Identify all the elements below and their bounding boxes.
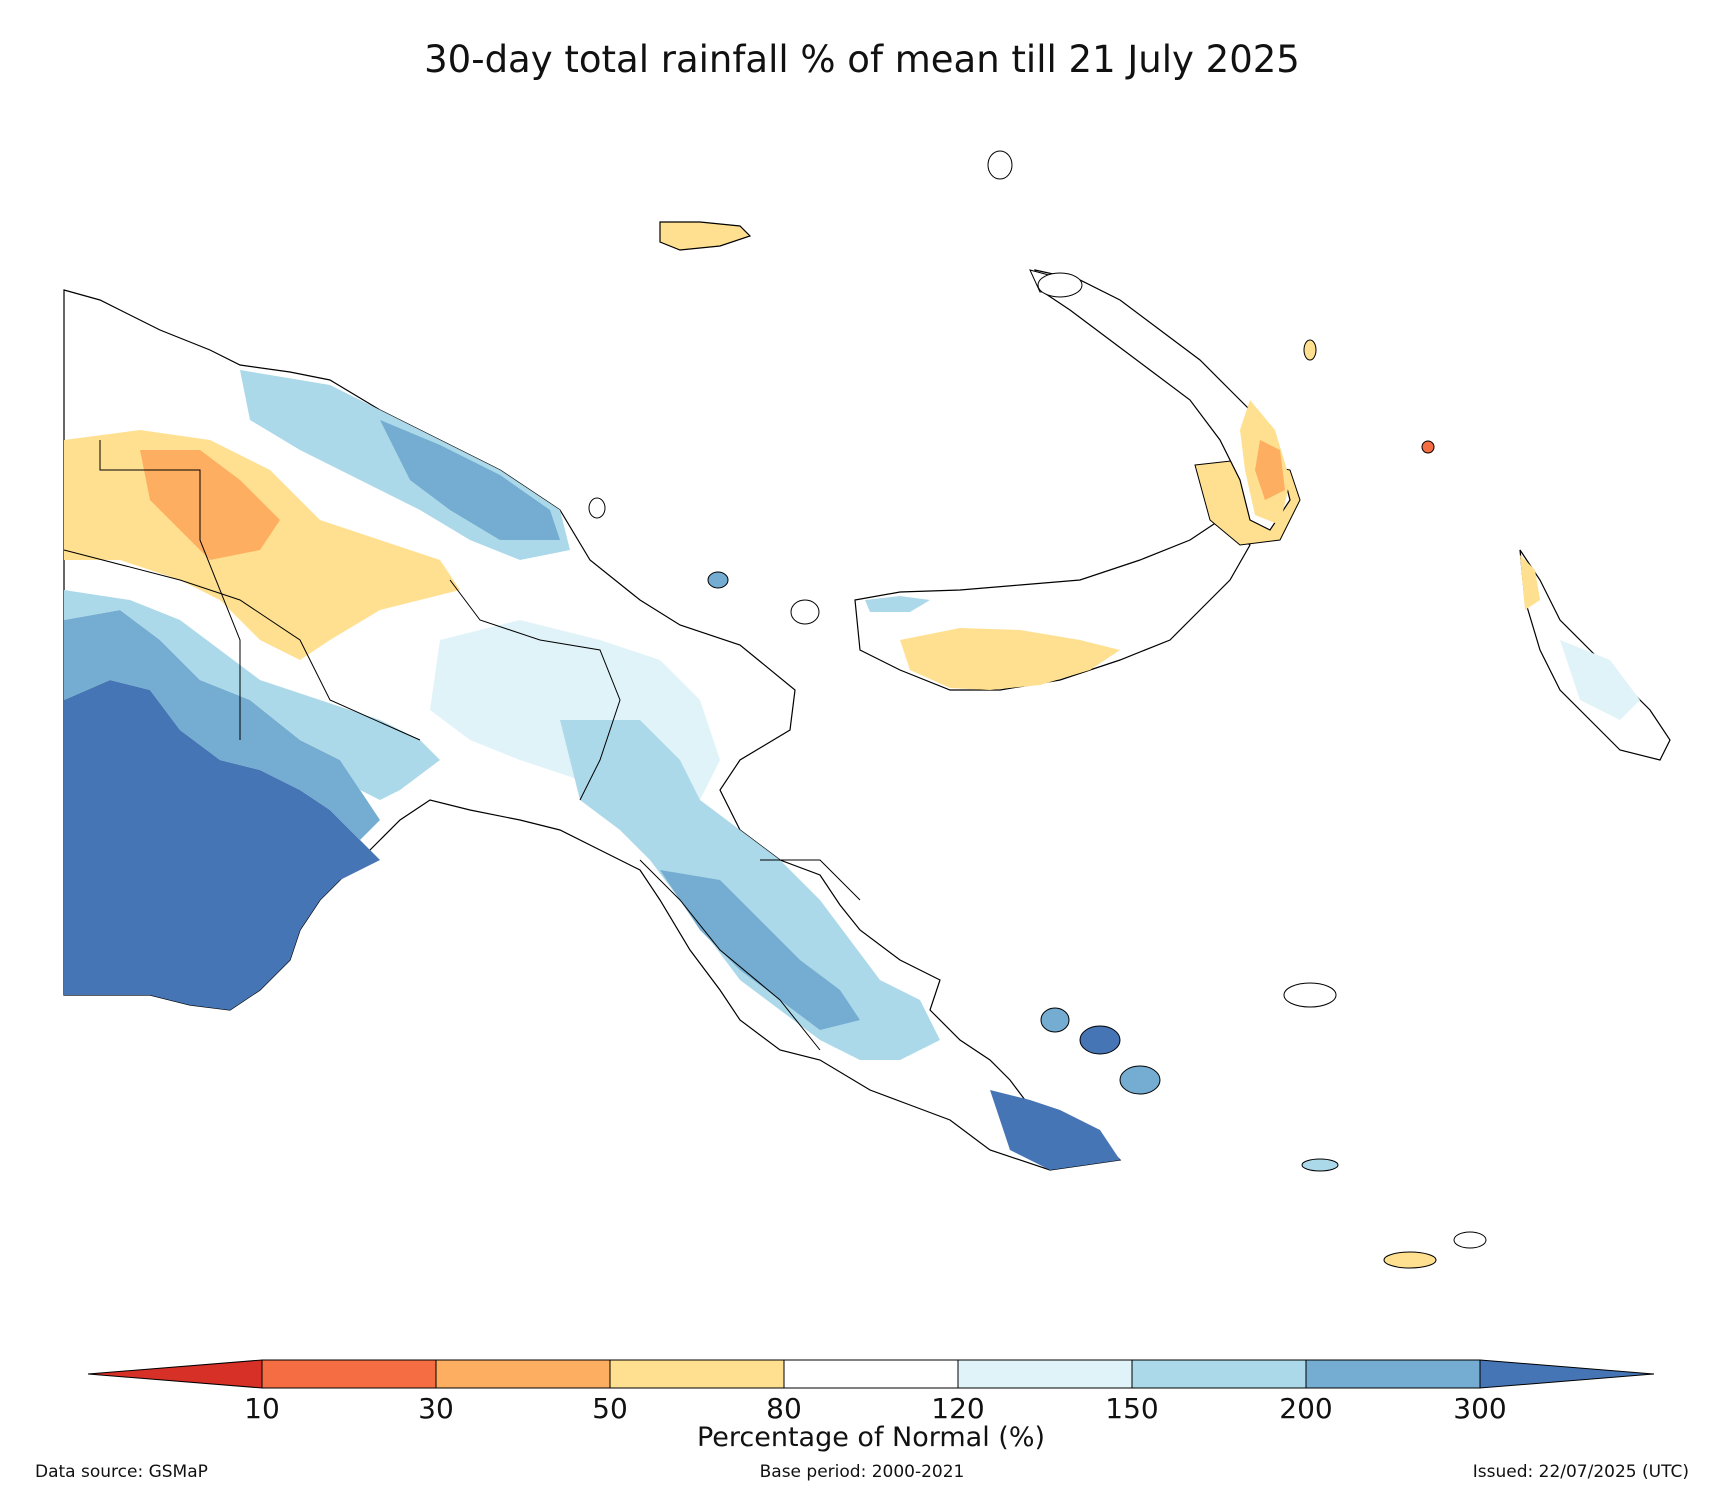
data-source-note: Data source: GSMaP [35, 1462, 208, 1482]
western-province-wet [64, 680, 380, 1010]
colorbar-tick-120: 120 [931, 1392, 984, 1425]
colorbar-segment-150-200 [1131, 1359, 1307, 1389]
milne-bay-wet [990, 1090, 1120, 1170]
colorbar-tick-300: 300 [1453, 1392, 1506, 1425]
colorbar-segment-10-30 [261, 1359, 437, 1389]
colorbar-segment-80-120 [783, 1359, 959, 1389]
small-islands [588, 150, 1487, 1269]
manus [659, 221, 752, 251]
colorbar-tick-200: 200 [1279, 1392, 1332, 1425]
colorbar-segment-200-300 [1305, 1359, 1481, 1389]
issued-date-note: Issued: 22/07/2025 (UTC) [1472, 1462, 1689, 1482]
province-boundaries [63, 440, 861, 1051]
colorbar-tick-150: 150 [1105, 1392, 1158, 1425]
colorbar-tick-30: 30 [418, 1392, 454, 1425]
base-period-note: Base period: 2000-2021 [759, 1462, 965, 1482]
colorbar-segment-120-150 [957, 1359, 1133, 1389]
colorbar-segment-50-80 [609, 1359, 785, 1389]
colorbar-tick-80: 80 [766, 1392, 802, 1425]
map-title: 30-day total rainfall % of mean till 21 … [424, 38, 1300, 81]
colorbar-tick-50: 50 [592, 1392, 628, 1425]
colorbar-label: Percentage of Normal (%) [697, 1422, 1045, 1453]
colorbar-segment-30-50 [435, 1359, 611, 1389]
colorbar-tick-10: 10 [244, 1392, 280, 1425]
colorbar-under-arrow [87, 1359, 263, 1389]
colorbar-over-arrow [1479, 1359, 1655, 1389]
